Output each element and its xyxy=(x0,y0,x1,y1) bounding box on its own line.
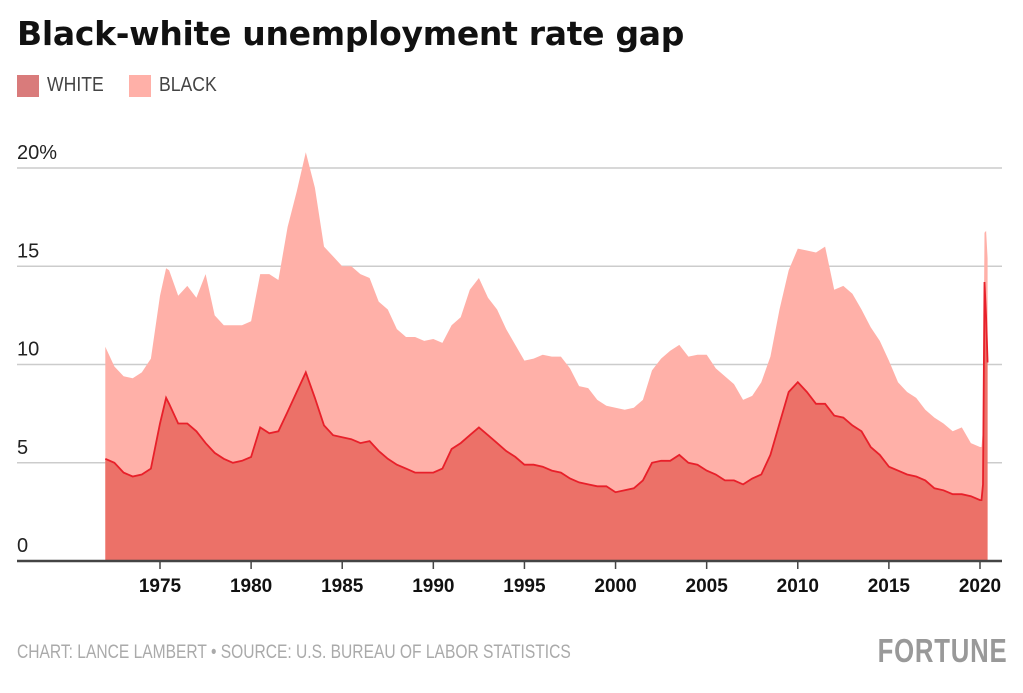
y-tick-label: 20% xyxy=(17,142,57,164)
legend: WHITE BLACK xyxy=(17,74,243,97)
legend-label-white: WHITE xyxy=(47,74,104,96)
legend-swatch-black xyxy=(129,74,152,97)
area-white xyxy=(105,282,988,561)
x-tick-label: 1990 xyxy=(412,576,454,597)
legend-swatch-white xyxy=(17,74,39,97)
x-tick-label: 2020 xyxy=(959,576,1001,597)
line-white xyxy=(104,281,989,501)
x-tick-label: 1980 xyxy=(230,576,272,597)
x-tick-label: 2000 xyxy=(594,576,636,597)
x-tick-label: 2015 xyxy=(868,576,911,597)
legend-label-black: BLACK xyxy=(159,74,218,96)
source-credit: CHART: LANCE LAMBERT • SOURCE: U.S. BURE… xyxy=(17,642,571,663)
y-tick-label: 5 xyxy=(17,437,28,459)
y-tick-label: 10 xyxy=(17,339,39,361)
x-tick-label: 1985 xyxy=(321,576,364,597)
fortune-logo: FORTUNE xyxy=(877,632,1007,669)
x-tick-label: 2010 xyxy=(777,576,819,597)
x-tick-label: 1975 xyxy=(139,576,182,597)
chart-title: Black-white unemployment rate gap xyxy=(17,14,685,53)
x-tick-label: 2005 xyxy=(686,576,729,597)
y-tick-label: 15 xyxy=(17,240,39,262)
x-tick-label: 1995 xyxy=(503,576,546,597)
y-tick-label: 0 xyxy=(17,535,28,557)
